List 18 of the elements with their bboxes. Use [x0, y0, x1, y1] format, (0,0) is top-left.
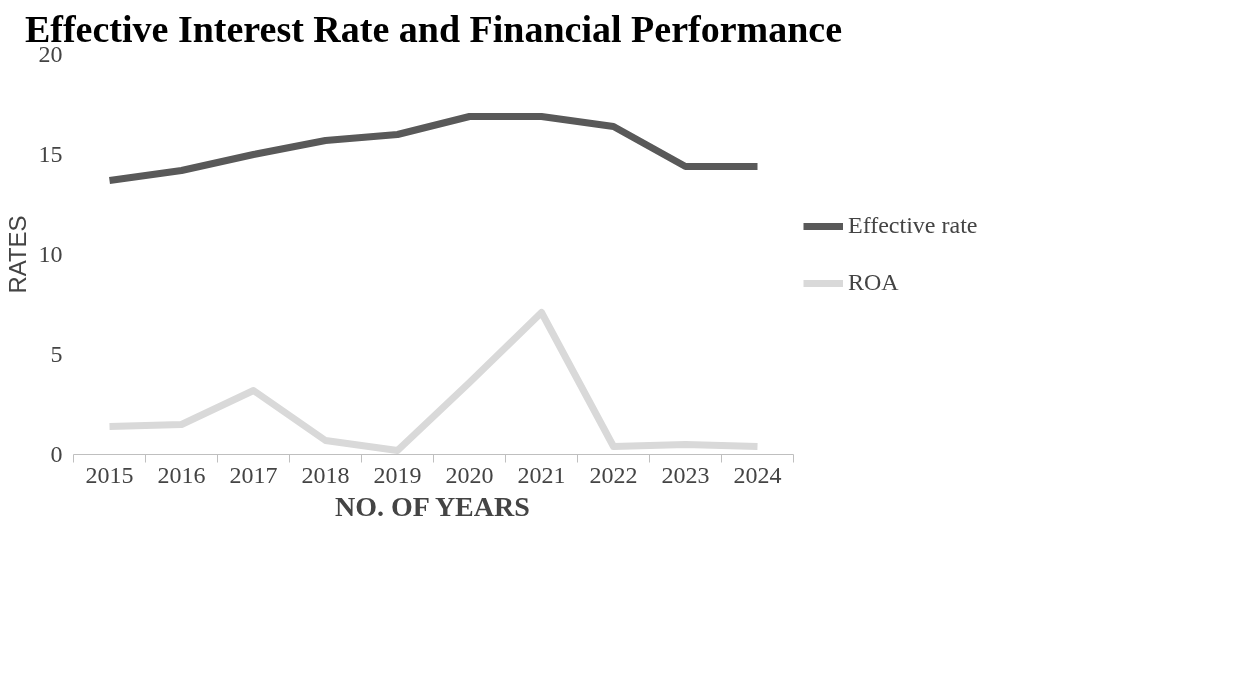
y-tick-label: 0: [50, 441, 63, 467]
x-tick-label: 2016: [157, 461, 206, 488]
y-tick-label: 10: [38, 241, 63, 267]
x-tick-label: 2024: [733, 461, 782, 488]
legend-label: ROA: [848, 269, 899, 296]
x-tick-label: 2015: [85, 461, 134, 488]
x-tick-label: 2022: [589, 461, 638, 488]
y-tick-label: 5: [50, 341, 63, 367]
y-tick-label: 15: [38, 141, 63, 167]
y-axis-title: RATES: [3, 215, 31, 294]
x-tick-label: 2017: [229, 461, 278, 488]
x-tick-label: 2018: [301, 461, 350, 488]
x-tick-label: 2023: [661, 461, 710, 488]
x-tick-label: 2021: [517, 461, 566, 488]
x-tick-label: 2019: [373, 461, 422, 488]
legend-label: Effective rate: [848, 212, 978, 239]
x-tick-label: 2020: [445, 461, 494, 488]
x-axis-title: NO. OF YEARS: [335, 490, 530, 522]
